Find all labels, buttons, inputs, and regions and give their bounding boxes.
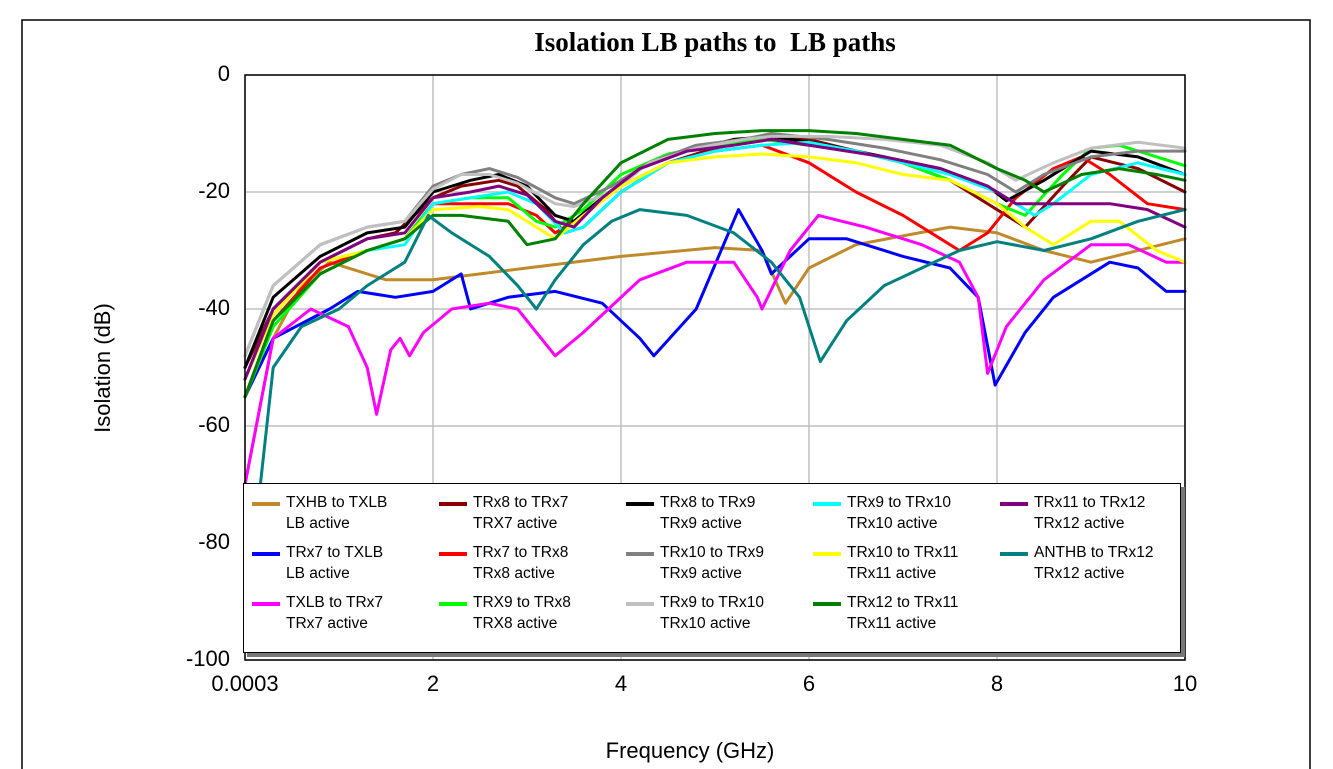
x-axis-label: Frequency (GHz) <box>606 738 775 763</box>
legend-label: ANTHB to TRx12 TRx12 active <box>1034 544 1154 582</box>
legend-label: TRx12 to TRx11 TRx11 active <box>847 594 959 632</box>
legend: TXHB to TXLB LB active TRx7 to TXLB LB ac… <box>243 483 1181 653</box>
legend-item: TRx8 to TRx9 TRx9 active <box>620 492 807 542</box>
legend-label: TRx8 to TRx7 TRX7 active <box>473 494 569 532</box>
legend-swatch <box>626 552 654 556</box>
legend-swatch <box>626 502 654 506</box>
legend-item: TRx8 to TRx7 TRX7 active <box>433 492 620 542</box>
legend-swatch <box>439 602 467 606</box>
x-tick-label: 8 <box>991 671 1003 696</box>
legend-swatch <box>252 502 280 506</box>
legend-swatch <box>252 552 280 556</box>
legend-label: TRx7 to TRx8 TRx8 active <box>473 544 569 582</box>
x-tick-label: 0.0003 <box>211 671 278 696</box>
legend-swatch <box>439 552 467 556</box>
x-tick-label: 2 <box>427 671 439 696</box>
legend-item: ANTHB to TRx12 TRx12 active <box>994 542 1181 592</box>
legend-swatch <box>813 502 841 506</box>
series-line <box>243 208 1187 498</box>
chart-title: Isolation LB paths to LB paths <box>534 27 896 57</box>
legend-swatch <box>1000 552 1028 556</box>
legend-label: TRx11 to TRx12 TRx12 active <box>1034 494 1146 532</box>
legend-swatch <box>813 552 841 556</box>
series-line <box>243 134 1187 358</box>
legend-item: TRx9 to TRx10 TRx10 active <box>620 592 807 642</box>
y-tick-label: -80 <box>198 529 230 554</box>
legend-item: TRx11 to TRx12 TRx12 active <box>994 492 1181 542</box>
series-line <box>243 137 1187 381</box>
legend-label: TRx8 to TRx9 TRx9 active <box>660 494 756 532</box>
legend-item: TXHB to TXLB LB active <box>246 492 433 542</box>
series-line <box>243 213 1187 486</box>
plot-border <box>244 74 1186 661</box>
legend-label: TRx7 to TXLB LB active <box>286 544 384 582</box>
legend-swatch <box>626 602 654 606</box>
legend-label: TRx9 to TRx10 TRx10 active <box>847 494 951 532</box>
legend-swatch <box>439 502 467 506</box>
plot-lines <box>243 129 1187 498</box>
legend-label: TRx10 to TRx11 TRx11 active <box>847 544 959 582</box>
legend-item: TRX9 to TRx8 TRX8 active <box>433 592 620 642</box>
y-tick-label: -100 <box>186 646 230 671</box>
legend-label: TRx10 to TRx9 TRx9 active <box>660 544 764 582</box>
legend-item: TRx7 to TXLB LB active <box>246 542 433 592</box>
y-tick-label: -60 <box>198 412 230 437</box>
legend-swatch <box>813 602 841 606</box>
x-tick-label: 4 <box>615 671 627 696</box>
legend-item: TRx12 to TRx11 TRx11 active <box>807 592 994 642</box>
legend-item: TRx7 to TRx8 TRx8 active <box>433 542 620 592</box>
legend-label: TRx9 to TRx10 TRx10 active <box>660 594 764 632</box>
legend-label: TXHB to TXLB LB active <box>286 494 388 532</box>
legend-swatch <box>1000 502 1028 506</box>
legend-item: TRx10 to TRx9 TRx9 active <box>620 542 807 592</box>
legend-item: TRx9 to TRx10 TRx10 active <box>807 492 994 542</box>
legend-item: TRx10 to TRx11 TRx11 active <box>807 542 994 592</box>
series-line <box>243 208 1187 399</box>
y-tick-label: 0 <box>218 61 230 86</box>
y-tick-label: -40 <box>198 295 230 320</box>
legend-label: TRX9 to TRx8 TRX8 active <box>473 594 571 632</box>
series-line <box>243 129 1187 399</box>
x-tick-label: 10 <box>1173 671 1197 696</box>
legend-label: TXLB to TRx7 TRx7 active <box>286 594 384 632</box>
y-tick-label: -20 <box>198 178 230 203</box>
legend-item: TXLB to TRx7 TRx7 active <box>246 592 433 642</box>
x-tick-label: 6 <box>803 671 815 696</box>
y-axis-label: Isolation (dB) <box>90 303 115 433</box>
legend-swatch <box>252 602 280 606</box>
